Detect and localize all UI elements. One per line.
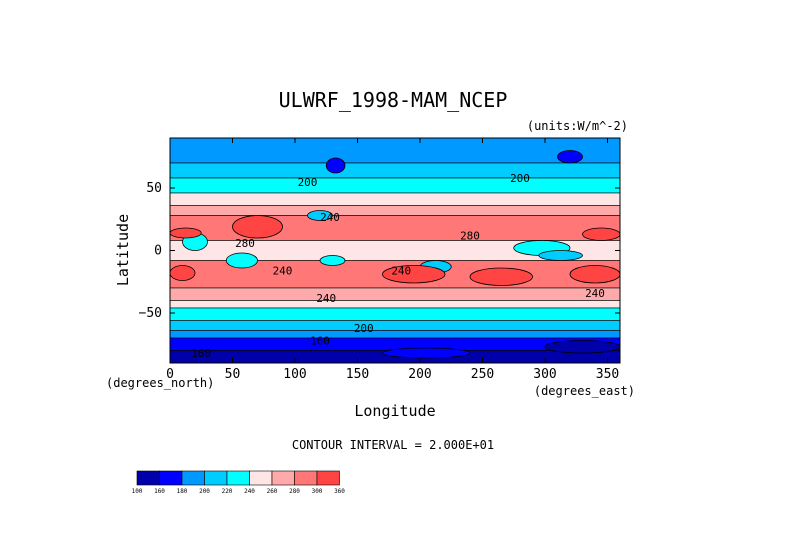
y-axis-ticks: −50 0 50 <box>139 181 620 321</box>
contour-patch <box>382 347 471 359</box>
contour-label: 240 <box>316 292 336 305</box>
legend-swatch <box>316 470 340 486</box>
legend-swatch <box>294 470 318 486</box>
contour-label: 200 <box>510 172 530 185</box>
y-tick-label: −50 <box>139 306 162 321</box>
x-tick-label: 250 <box>471 367 494 382</box>
contour-interval-note: CONTOUR INTERVAL = 2.000E+01 <box>292 438 494 452</box>
contour-patch <box>232 215 283 239</box>
contour-patch <box>325 157 346 174</box>
legend-level-label: 180 <box>177 488 188 495</box>
legend-swatch <box>136 470 160 486</box>
x-tick-label: 350 <box>596 367 619 382</box>
legend-swatch <box>204 470 228 486</box>
legend-level-label: 280 <box>289 488 300 495</box>
contour-label: 240 <box>391 265 411 278</box>
plot-area: 200 200 240 280 280 240 240 240 240 200 160 160 <box>169 137 621 364</box>
contour-band <box>170 307 620 321</box>
chart-title: ULWRF_1998-MAM_NCEP <box>279 88 508 112</box>
contour-patch <box>469 267 533 286</box>
contour-band <box>170 162 620 179</box>
legend-level-label: 220 <box>222 488 233 495</box>
x-tick-label: 200 <box>408 367 431 382</box>
color-legend: 100 160 180 200 220 240 260 280 300 360 <box>132 470 345 495</box>
contour-label: 240 <box>585 287 605 300</box>
contour-label: 280 <box>235 237 255 250</box>
x-tick-label: 150 <box>346 367 369 382</box>
contour-band <box>170 330 620 339</box>
contour-label: 200 <box>354 322 374 335</box>
y-axis-label: Latitude <box>114 214 132 286</box>
legend-swatch <box>249 470 273 486</box>
legend-level-label: 300 <box>312 488 323 495</box>
legend-swatch <box>226 470 250 486</box>
legend-level-label: 360 <box>334 488 345 495</box>
x-axis-ticks: 0 50 100 150 200 250 300 350 <box>166 138 619 382</box>
x-tick-label: 0 <box>166 367 174 382</box>
legend-level-label: 240 <box>244 488 255 495</box>
contour-patch <box>382 265 446 284</box>
contour-band <box>170 192 620 206</box>
legend-level-label: 200 <box>199 488 210 495</box>
contour-label: 160 <box>191 347 211 360</box>
contour-patch <box>582 227 620 241</box>
contour-label: 240 <box>273 265 293 278</box>
contour-label: 160 <box>310 335 330 348</box>
x-axis-label: Longitude <box>354 402 435 420</box>
y-units-label: (degrees_north) <box>106 376 214 390</box>
contour-patch <box>538 250 583 261</box>
contour-label: 280 <box>460 230 480 243</box>
y-tick-label: 50 <box>146 181 162 196</box>
contour-band <box>170 320 620 331</box>
contour-field <box>170 138 620 363</box>
legend-level-label: 260 <box>267 488 278 495</box>
units-label: (units:W/m^-2) <box>527 119 628 133</box>
legend-swatch <box>159 470 183 486</box>
legend-level-label: 160 <box>154 488 165 495</box>
contour-patch <box>170 265 196 281</box>
contour-patch <box>544 340 620 354</box>
contour-patch <box>557 150 583 164</box>
contour-band <box>170 205 620 216</box>
contour-band <box>170 287 620 301</box>
x-tick-label: 300 <box>533 367 556 382</box>
contour-label: 200 <box>298 176 318 189</box>
contour-label: 240 <box>320 211 340 224</box>
legend-level-label: 100 <box>132 488 143 495</box>
contour-patch <box>319 255 346 266</box>
x-units-label: (degrees_east) <box>534 384 635 398</box>
x-tick-label: 100 <box>283 367 306 382</box>
contour-patch <box>225 252 258 269</box>
contour-band <box>170 138 620 164</box>
legend-swatch <box>271 470 295 486</box>
y-tick-label: 0 <box>154 244 162 259</box>
contour-band <box>170 177 620 194</box>
legend-swatch <box>181 470 205 486</box>
contour-patch <box>569 265 620 284</box>
contour-patch <box>170 227 202 239</box>
contour-patch <box>307 210 333 221</box>
contour-labels: 200 200 240 280 280 240 240 240 240 200 160 160 <box>191 172 605 360</box>
contour-band <box>170 300 620 309</box>
x-tick-label: 50 <box>225 367 241 382</box>
